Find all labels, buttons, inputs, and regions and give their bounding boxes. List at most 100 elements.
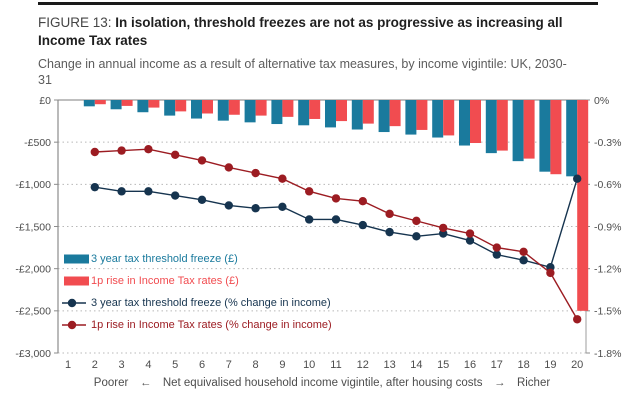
x-tick-label: 3 (119, 359, 125, 371)
x-tick-label: 17 (491, 359, 503, 371)
line-income-tax-rise-pct (94, 148, 578, 320)
right-axis-label: 0% (594, 95, 609, 107)
bar-threshold-freeze-14 (405, 100, 417, 135)
bar-income-tax-rise-14 (416, 100, 428, 131)
dot-threshold-freeze-17 (492, 250, 501, 259)
bar-threshold-freeze-13 (378, 100, 390, 133)
right-axis-label: -0.9% (594, 221, 621, 233)
dot-threshold-freeze-8 (251, 204, 260, 213)
right-axis-label: -1.2% (594, 264, 621, 276)
dot-income-tax-rise-2 (90, 147, 100, 157)
dot-threshold-freeze-14 (412, 232, 421, 241)
dot-threshold-freeze-20 (573, 174, 582, 184)
dot-threshold-freeze-13 (385, 228, 394, 237)
x-tick-label: 20 (571, 359, 583, 371)
x-tick-label: 10 (303, 359, 315, 371)
figure-top-rule (38, 2, 598, 5)
dot-income-tax-rise-19 (546, 268, 555, 278)
bar-threshold-freeze-16 (459, 100, 470, 146)
bar-income-tax-rise-19 (550, 100, 562, 175)
x-tick-label: 13 (383, 359, 395, 371)
dot-income-tax-rise-14 (412, 216, 421, 226)
bar-threshold-freeze-8 (244, 100, 256, 123)
legend-swatch-bar (64, 276, 89, 286)
dot-threshold-freeze-18 (519, 256, 528, 265)
dot-income-tax-rise-8 (251, 169, 260, 178)
dot-income-tax-rise-11 (331, 194, 341, 203)
x-tick-label: 12 (357, 359, 369, 371)
figure-title: FIGURE 13: In isolation, threshold freez… (38, 14, 598, 50)
dot-income-tax-rise-17 (492, 243, 501, 252)
legend-label: 1p rise in Income Tax rates (% change in… (91, 319, 332, 331)
left-axis-label: -£500 (24, 137, 51, 149)
dot-income-tax-rise-12 (358, 197, 367, 206)
x-tick-label: 5 (172, 359, 178, 371)
bar-threshold-freeze-11 (325, 100, 336, 128)
legend-swatch-bar (64, 254, 89, 264)
bar-threshold-freeze-5 (164, 100, 176, 116)
bar-income-tax-rise-12 (362, 100, 374, 124)
right-axis-label: -0.6% (594, 179, 621, 191)
x-tick-label: 8 (253, 359, 259, 371)
bar-income-tax-rise-16 (470, 100, 481, 144)
x-tick-label: 9 (279, 359, 285, 371)
bar-income-tax-rise-5 (175, 100, 187, 112)
dot-threshold-freeze-3 (117, 187, 126, 196)
dot-income-tax-rise-9 (278, 174, 287, 184)
x-tick-label: 6 (199, 359, 205, 371)
bar-income-tax-rise-10 (309, 100, 321, 120)
dot-income-tax-rise-6 (197, 156, 207, 165)
dot-threshold-freeze-4 (144, 187, 153, 196)
x-tick-label: 14 (410, 359, 422, 371)
legend-swatch-dot (67, 298, 77, 308)
right-axis-label: -1.8% (594, 348, 621, 360)
bar-income-tax-rise-2 (94, 100, 106, 105)
bar-threshold-freeze-17 (485, 100, 497, 154)
x-tick-label: 4 (145, 359, 151, 371)
x-tick-label: 16 (464, 359, 476, 371)
bar-income-tax-rise-6 (202, 100, 213, 114)
bar-income-tax-rise-18 (523, 100, 535, 159)
dot-income-tax-rise-7 (224, 163, 233, 172)
x-tick-label: 2 (92, 359, 98, 371)
bar-income-tax-rise-3 (121, 100, 133, 107)
x-axis-title: Poorer ← Net equivalised household incom… (94, 377, 551, 389)
right-axis-label: -0.3% (594, 137, 621, 149)
left-axis-label: -£2,000 (15, 264, 51, 276)
bar-income-tax-rise-15 (443, 100, 455, 136)
left-axis-label: -£1,500 (15, 221, 51, 233)
left-axis-label: -£3,000 (15, 348, 51, 360)
dot-income-tax-rise-5 (171, 150, 180, 160)
figure-title-text: In isolation, threshold freezes are not … (38, 15, 563, 48)
dot-threshold-freeze-6 (197, 195, 207, 205)
bar-threshold-freeze-10 (298, 100, 310, 126)
dot-threshold-freeze-9 (278, 202, 287, 212)
dot-income-tax-rise-10 (305, 187, 314, 196)
bar-threshold-freeze-18 (512, 100, 524, 162)
bar-income-tax-rise-9 (282, 100, 294, 117)
bar-income-tax-rise-7 (228, 100, 240, 115)
right-axis-label: -1.5% (594, 306, 621, 318)
bar-threshold-freeze-12 (351, 100, 363, 130)
dot-income-tax-rise-3 (117, 146, 126, 155)
bar-threshold-freeze-15 (432, 100, 444, 138)
dot-threshold-freeze-7 (224, 201, 233, 210)
bar-threshold-freeze-9 (271, 100, 283, 125)
figure-label: FIGURE 13: (38, 15, 112, 30)
dot-income-tax-rise-16 (465, 229, 475, 238)
dot-income-tax-rise-15 (439, 223, 448, 233)
bar-income-tax-rise-20 (577, 100, 589, 311)
dot-threshold-freeze-10 (305, 215, 314, 224)
dual-axis-bar-line-chart: £0 0% -£500 -0.3% -£1,000 -0.6% -£1,500 -0.9% -£… (15, 95, 621, 389)
left-axis-label: £0 (39, 95, 51, 107)
legend-label: 1p rise in Income Tax rates (£) (91, 275, 239, 287)
chart-area: £0 0% -£500 -0.3% -£1,000 -0.6% -£1,500 -0.9% -£… (0, 89, 634, 407)
legend-label: 3 year tax threshold freeze (% change in… (91, 297, 331, 309)
bar-threshold-freeze-7 (217, 100, 229, 121)
dot-threshold-freeze-2 (90, 183, 100, 192)
dot-threshold-freeze-16 (465, 236, 475, 245)
bar-income-tax-rise-13 (389, 100, 401, 127)
bar-threshold-freeze-6 (191, 100, 202, 119)
x-tick-label: 11 (330, 359, 341, 371)
bar-threshold-freeze-19 (539, 100, 551, 172)
